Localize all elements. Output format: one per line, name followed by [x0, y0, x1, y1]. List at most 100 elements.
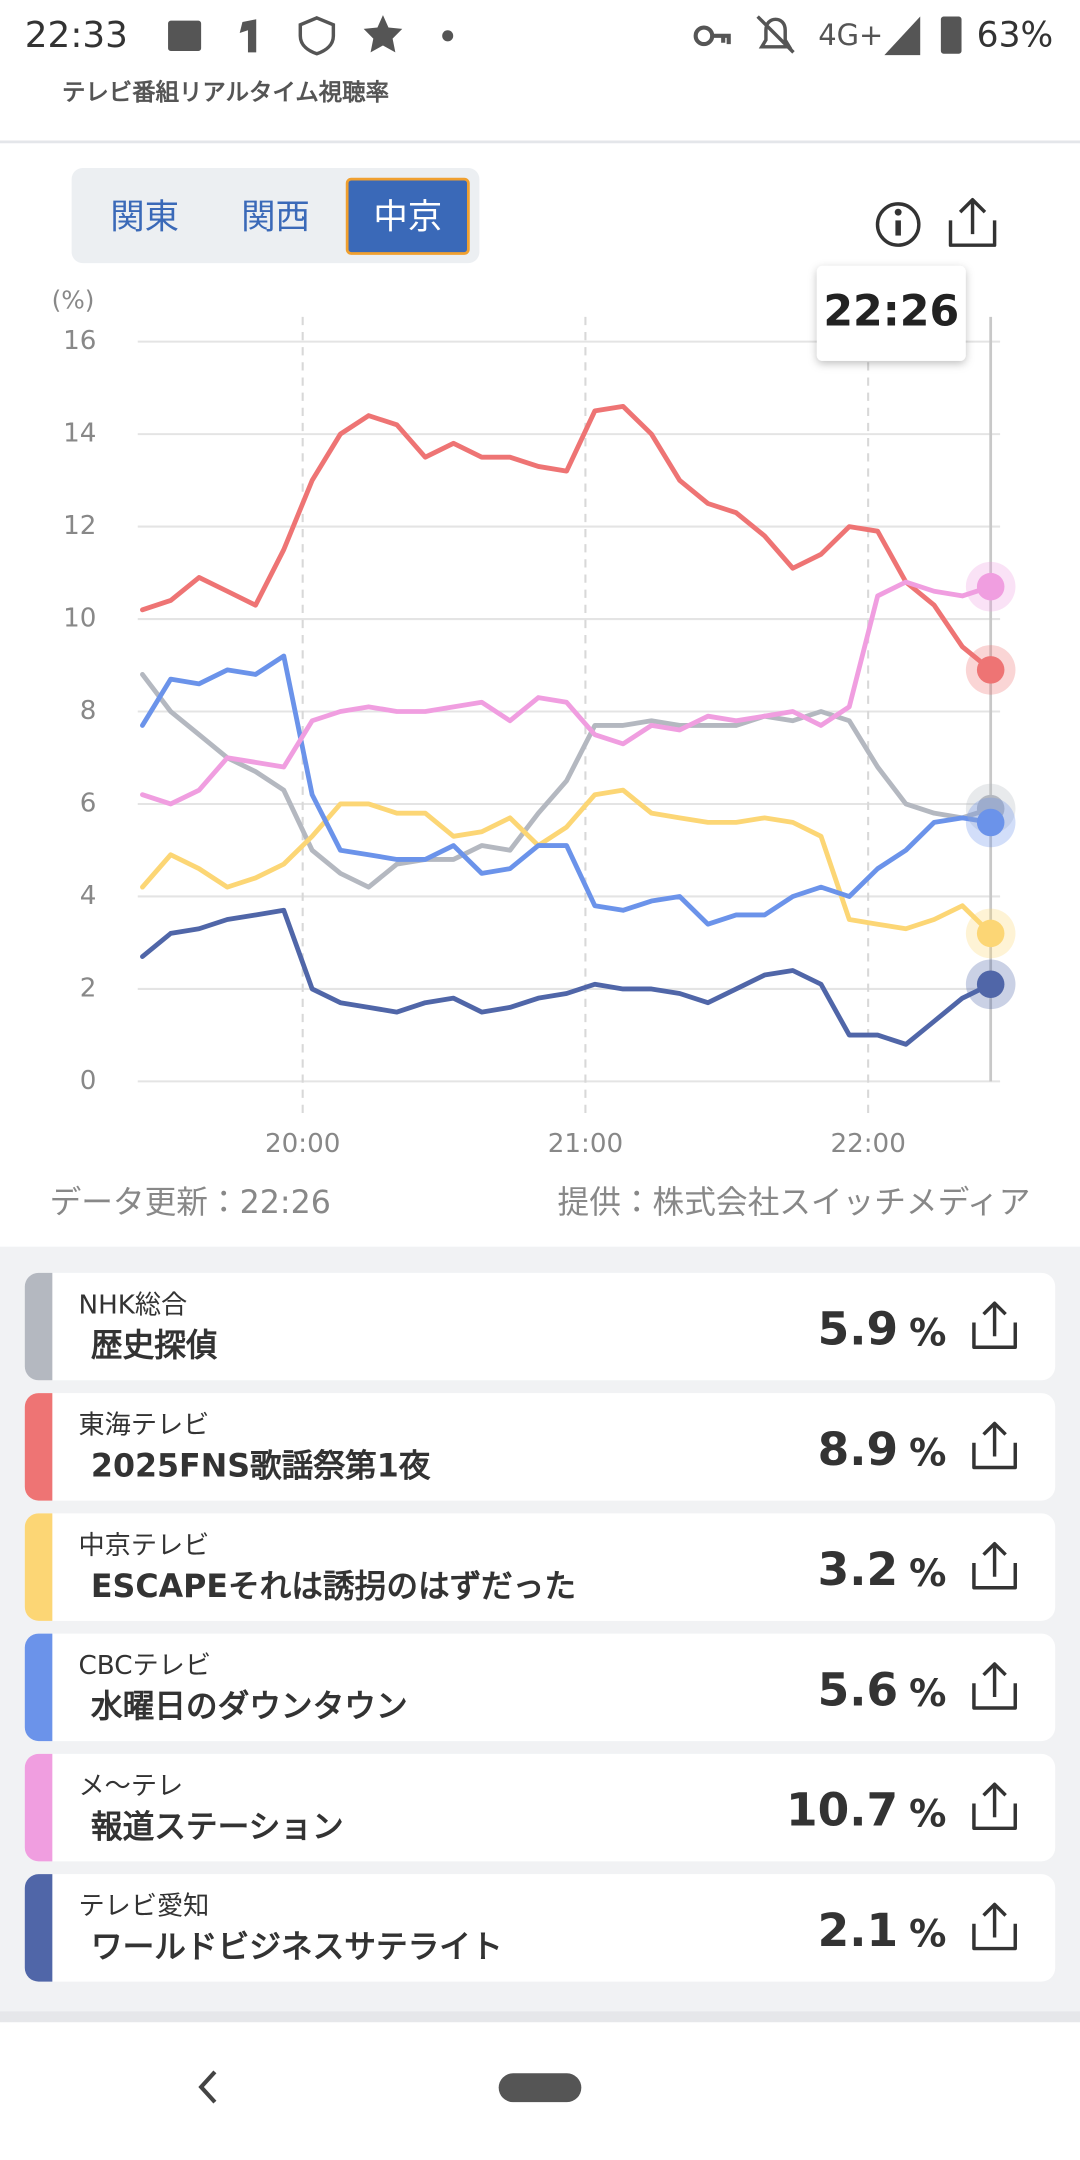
update-time: データ更新：22:26	[50, 1185, 331, 1221]
end-point	[976, 970, 1005, 999]
channel-card[interactable]: 中京テレビ ESCAPEそれは誘拐のはずだった 3.2%	[24, 1513, 1056, 1621]
battery-level: 63%	[977, 16, 1054, 56]
x-tick-label: 20:00	[265, 1129, 340, 1159]
program-title: 水曜日のダウンタウン	[90, 1688, 408, 1725]
status-bar: 22:33 4G+ 63%	[25, 15, 1053, 56]
dot-icon	[442, 30, 454, 42]
channel-color-bar	[24, 1513, 53, 1621]
info-button[interactable]	[875, 202, 921, 247]
channel-color-bar	[24, 1633, 53, 1742]
provider: 提供：株式会社スイッチメディア	[558, 1185, 1031, 1221]
series-line	[140, 672, 994, 890]
series-line	[140, 653, 994, 927]
tooltip: 22:26	[816, 265, 966, 361]
y-axis-label: (%)	[52, 286, 95, 315]
share-button[interactable]	[972, 1301, 1017, 1349]
share-button[interactable]	[972, 1902, 1017, 1951]
x-tick-label: 21:00	[548, 1129, 623, 1159]
program-title: 報道ステーション	[91, 1809, 344, 1845]
card-bg[interactable]	[24, 1513, 1056, 1621]
card-bg[interactable]	[24, 1633, 1056, 1742]
chart-share-button[interactable]	[948, 198, 997, 247]
star-icon	[363, 15, 403, 53]
region-tab[interactable]: 関西	[241, 198, 310, 238]
program-title: ESCAPEそれは誘拐のはずだった	[91, 1569, 576, 1605]
nav-back[interactable]	[198, 2070, 217, 2104]
share-button[interactable]	[972, 1541, 1017, 1590]
series-line	[140, 907, 994, 1047]
gallery-icon	[168, 20, 202, 51]
battery-icon	[940, 16, 962, 54]
card-bg[interactable]	[24, 1393, 1056, 1501]
channel-name: メ〜テレ	[79, 1771, 184, 1801]
card-bg[interactable]	[24, 1874, 1056, 1982]
mute-icon	[756, 15, 795, 54]
tooltip-box	[816, 265, 966, 361]
x-tick-label: 22:00	[830, 1129, 905, 1159]
y-tick-label: 8	[80, 696, 97, 726]
region-tabs: 関東 関西 中京	[71, 168, 480, 264]
rating-unit: %	[909, 1791, 946, 1835]
y-tick-label: 2	[80, 973, 97, 1003]
channel-name: CBCテレビ	[79, 1651, 211, 1681]
channel-color-bar	[24, 1753, 53, 1862]
rating-unit: %	[909, 1310, 946, 1354]
card-bg[interactable]	[24, 1272, 1056, 1381]
channel-color-bar	[24, 1393, 53, 1501]
region-tab[interactable]: 中京	[373, 198, 442, 238]
program-title: ワールドビジネスサテライト	[91, 1930, 503, 1966]
list-bottom-divider	[0, 2011, 1080, 2023]
app-icon	[239, 19, 257, 53]
tooltip-time: 22:26	[823, 287, 959, 337]
rating: 10.7	[786, 1784, 898, 1837]
y-tick-label: 6	[80, 788, 97, 818]
share-button[interactable]	[972, 1782, 1017, 1831]
rating-unit: %	[909, 1431, 946, 1475]
y-tick-label: 10	[63, 604, 96, 634]
channel-card[interactable]: 東海テレビ 2025FNS歌謡祭第1夜 8.9%	[24, 1393, 1056, 1501]
page-subtitle: テレビ番組リアルタイム視聴率	[62, 78, 389, 106]
rating: 8.9	[818, 1423, 898, 1476]
info-icon-dot	[894, 208, 902, 216]
card-bg[interactable]	[24, 1753, 1056, 1862]
status-time: 22:33	[25, 15, 128, 56]
rating: 5.9	[818, 1303, 898, 1356]
signal-icon	[884, 16, 921, 56]
y-tick-label: 4	[80, 881, 97, 911]
chart: (%) 0 2 4 6 8 10 12 14 16 20:00 21:00 22:00	[52, 286, 1016, 1159]
share-button[interactable]	[972, 1662, 1017, 1710]
tab-selected-bg[interactable]	[345, 177, 470, 255]
region-tab[interactable]: 関東	[110, 198, 179, 238]
end-point	[976, 919, 1005, 948]
share-button[interactable]	[972, 1421, 1017, 1470]
end-point	[976, 572, 1005, 601]
rating: 2.1	[818, 1904, 898, 1957]
channel-color-bar	[24, 1874, 53, 1982]
info-icon-bar	[895, 220, 901, 236]
channel-color-bar	[24, 1272, 53, 1381]
nav-home[interactable]	[498, 2073, 582, 2103]
program-title: 2025FNS歌謡祭第1夜	[91, 1449, 431, 1485]
info-icon[interactable]	[875, 202, 921, 247]
channel-name: テレビ愛知	[79, 1892, 210, 1922]
y-tick-label: 12	[63, 511, 96, 541]
end-point	[976, 808, 1005, 837]
channel-name: 東海テレビ	[79, 1411, 210, 1441]
y-tick-label: 14	[63, 419, 96, 449]
rating-unit: %	[909, 1671, 946, 1715]
series-line	[140, 787, 994, 936]
end-point	[976, 656, 1005, 684]
y-tick-label: 16	[63, 326, 96, 356]
rating-unit: %	[909, 1912, 946, 1956]
series-line	[140, 403, 994, 673]
y-tick-label: 0	[80, 1066, 97, 1096]
series-line	[140, 579, 994, 807]
shield-icon	[298, 16, 336, 56]
rating: 5.6	[818, 1663, 898, 1716]
